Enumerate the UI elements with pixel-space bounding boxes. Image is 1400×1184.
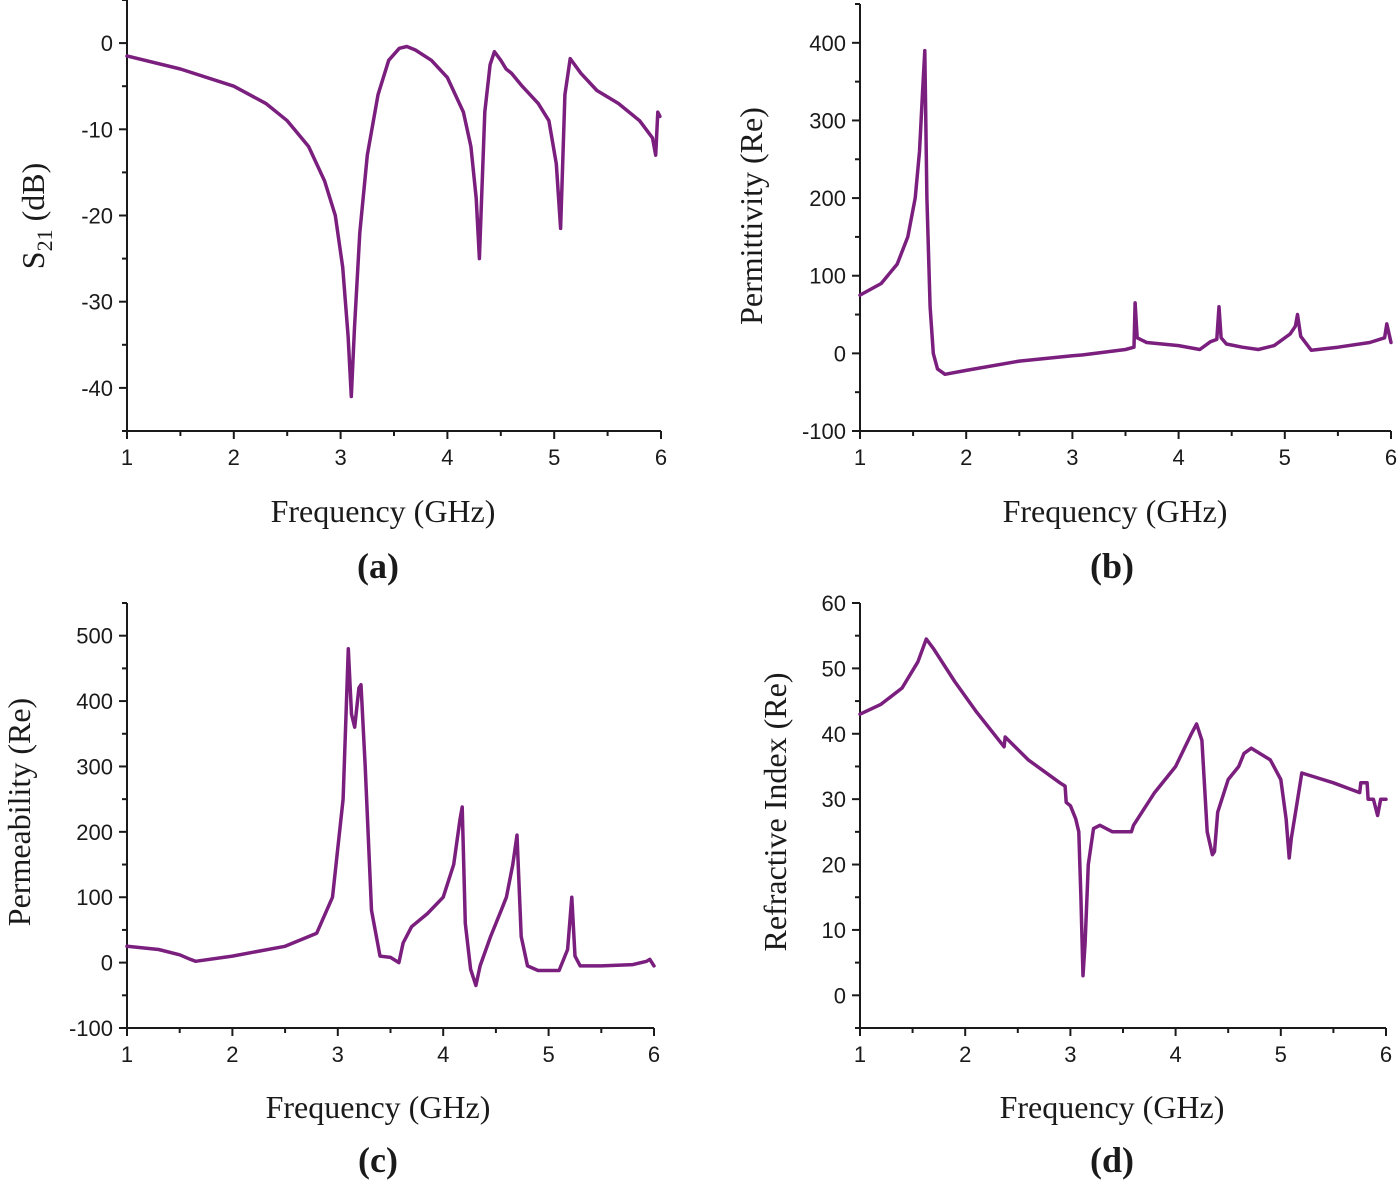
panel-a-x-tick-label: 4 — [441, 445, 453, 470]
panel-a-y-axis-title-sub: 21 — [32, 229, 57, 251]
panel-d-y-tick-label: 0 — [834, 983, 846, 1008]
panel-c-x-axis-title: Frequency (GHz) — [266, 1089, 491, 1125]
panel-d-x-tick-label: 2 — [959, 1042, 971, 1067]
panel-c-y-tick-label: 400 — [76, 689, 113, 714]
panel-d-y-tick-label: 30 — [822, 787, 846, 812]
panel-b-x-tick-label: 6 — [1385, 445, 1397, 470]
panel-b-series-line — [858, 48, 1393, 377]
panel-d-x-tick-label: 1 — [854, 1042, 866, 1067]
panel-a-y-tick-label: -40 — [81, 376, 113, 401]
panel-b-x-tick-label: 1 — [854, 445, 866, 470]
panel-b-x-axis-title: Frequency (GHz) — [1003, 493, 1228, 529]
panel-a-y-axis-title: S21 (dB) — [15, 163, 57, 269]
panel-c-x-tick-label: 1 — [121, 1042, 133, 1067]
panel-d-x-tick-label: 4 — [1169, 1042, 1181, 1067]
panel-d-y-tick-label: 40 — [822, 722, 846, 747]
panel-b-x-tick-label: 5 — [1279, 445, 1291, 470]
panel-a-x-tick-label: 1 — [121, 445, 133, 470]
panel-c-x-tick-label: 5 — [542, 1042, 554, 1067]
panel-c-y-tick-label: 300 — [76, 754, 113, 779]
panel-d-x-tick-label: 5 — [1275, 1042, 1287, 1067]
panel-b-y-tick-label: -100 — [802, 419, 846, 444]
panel-b-x-ticks: 1 2 3 4 5 6 — [854, 431, 1397, 470]
panel-c: 1 2 3 4 5 6 -100 0 100 200 300 400 500 Frequency (G… — [1, 602, 660, 1180]
panel-d-y-tick-label: 60 — [822, 591, 846, 616]
panel-d-y-axis-title: Refractive Index (Re) — [757, 673, 793, 952]
panel-c-series-line — [125, 647, 656, 988]
panel-b-axes — [859, 4, 1391, 432]
panel-b-x-tick-label: 4 — [1172, 445, 1184, 470]
panel-b-y-tick-label: 300 — [809, 108, 846, 133]
panel-c-y-tick-label: 500 — [76, 624, 113, 649]
panel-c-x-tick-label: 6 — [648, 1042, 660, 1067]
panel-a-y-axis-title-rest: (dB) — [15, 163, 51, 230]
panel-b-y-tick-label: 100 — [809, 264, 846, 289]
panel-a-y-tick-label: -10 — [81, 117, 113, 142]
panel-d-x-tick-label: 3 — [1064, 1042, 1076, 1067]
panel-b-series — [858, 48, 1393, 377]
panel-c-y-tick-label: -100 — [69, 1016, 113, 1041]
panel-a: 1 2 3 4 5 6 0 -10 -20 -30 -40 Frequency (GHz) S21… — [15, 0, 667, 586]
panel-a-x-tick-label: 3 — [334, 445, 346, 470]
panel-b-y-tick-label: 0 — [834, 341, 846, 366]
panel-a-series — [125, 44, 662, 399]
panel-d: 1 2 3 4 5 6 0 10 20 30 40 50 60 Frequency (GHz) Ref… — [757, 591, 1392, 1180]
panel-a-y-tick-label: 0 — [101, 31, 113, 56]
panel-b-y-tick-label: 200 — [809, 186, 846, 211]
panel-b: 1 2 3 4 5 6 -100 0 100 200 300 400 Frequency (GHz)… — [733, 3, 1397, 586]
panel-b-y-tick-label: 400 — [809, 31, 846, 56]
panel-c-y-tick-label: 100 — [76, 885, 113, 910]
panel-a-y-tick-label: -20 — [81, 204, 113, 229]
panel-a-x-ticks: 1 2 3 4 5 6 — [121, 431, 667, 470]
panel-a-axes — [126, 0, 661, 432]
panel-d-x-axis-title: Frequency (GHz) — [1000, 1089, 1225, 1125]
panel-d-label: (d) — [1090, 1140, 1134, 1180]
panel-c-y-tick-label: 0 — [101, 951, 113, 976]
panel-d-x-tick-label: 6 — [1380, 1042, 1392, 1067]
panel-a-y-ticks: 0 -10 -20 -30 -40 — [81, 0, 127, 432]
panel-d-series-line — [858, 637, 1388, 978]
panel-c-x-tick-label: 2 — [226, 1042, 238, 1067]
panel-b-y-axis-title: Permittivity (Re) — [733, 107, 769, 325]
panel-c-series — [125, 647, 656, 988]
panel-b-x-tick-label: 3 — [1066, 445, 1078, 470]
panel-a-x-tick-label: 2 — [228, 445, 240, 470]
panel-a-series-line — [125, 44, 662, 399]
panel-a-x-tick-label: 5 — [548, 445, 560, 470]
panel-c-x-tick-label: 4 — [437, 1042, 449, 1067]
panel-c-y-ticks: -100 0 100 200 300 400 500 — [69, 602, 127, 1041]
panel-c-y-tick-label: 200 — [76, 820, 113, 845]
panel-d-y-tick-label: 20 — [822, 853, 846, 878]
panel-b-x-tick-label: 2 — [960, 445, 972, 470]
panel-c-axes — [126, 603, 654, 1029]
panel-c-label: (c) — [358, 1140, 398, 1180]
panel-a-x-axis-title: Frequency (GHz) — [271, 493, 496, 529]
panel-a-x-tick-label: 6 — [655, 445, 667, 470]
panel-d-x-ticks: 1 2 3 4 5 6 — [854, 1028, 1392, 1067]
panel-a-y-tick-label: -30 — [81, 290, 113, 315]
panel-b-y-ticks: -100 0 100 200 300 400 — [802, 3, 860, 444]
panel-c-x-tick-label: 3 — [332, 1042, 344, 1067]
panel-d-y-tick-label: 50 — [822, 656, 846, 681]
panel-d-axes — [859, 603, 1386, 1029]
panel-a-y-axis-title-main: S — [15, 251, 51, 269]
panel-d-series — [858, 637, 1388, 978]
panel-a-label: (a) — [357, 546, 399, 586]
panel-b-label: (b) — [1090, 546, 1134, 586]
panel-c-y-axis-title: Permeability (Re) — [1, 698, 37, 926]
panel-d-y-tick-label: 10 — [822, 918, 846, 943]
panel-d-y-ticks: 0 10 20 30 40 50 60 — [822, 591, 860, 1029]
panel-c-x-ticks: 1 2 3 4 5 6 — [121, 1028, 660, 1067]
